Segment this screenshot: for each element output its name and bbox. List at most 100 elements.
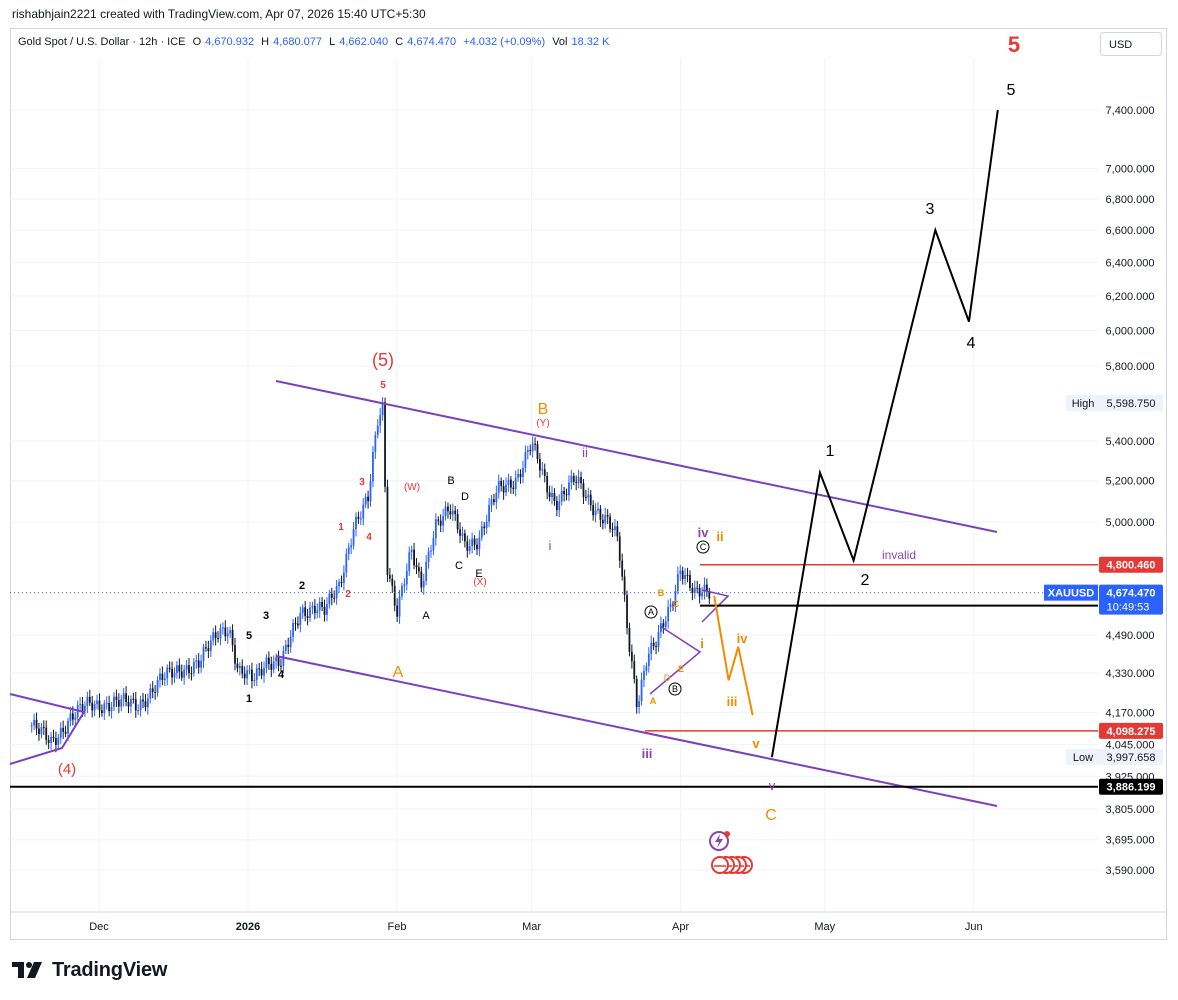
candle-body — [630, 651, 633, 662]
wave-annotations: (5)5(4)3142(W)(X)(Y)ABC51234512345ABCDEi… — [58, 32, 1020, 824]
legend-close-label: C — [395, 36, 404, 48]
wave-label: 5 — [1008, 32, 1020, 57]
candle-body — [640, 679, 643, 702]
legend-volume-label: Vol — [552, 36, 568, 48]
currency-button[interactable]: USD — [1100, 32, 1162, 56]
wave-label: i — [700, 636, 704, 651]
price-tick-label: 5,200.000 — [1106, 476, 1155, 488]
time-axis: Dec 2026 Feb Mar Apr May Jun — [89, 921, 982, 933]
high-tag-bg — [1066, 395, 1100, 412]
wave-label-circle — [696, 540, 710, 554]
low-value: 3,997.658 — [1107, 752, 1156, 764]
candle-body — [543, 469, 546, 476]
candle-body — [686, 574, 689, 576]
wave-label: 2 — [345, 589, 351, 600]
candle-body — [292, 623, 294, 637]
projection-orange — [713, 595, 754, 716]
wave-label: A — [650, 696, 657, 706]
candle-body — [606, 515, 609, 517]
candle-body — [451, 510, 454, 515]
candle-body — [437, 519, 440, 521]
candle-body — [546, 475, 549, 493]
candle-body — [703, 584, 706, 593]
candle-body — [422, 580, 425, 588]
wave-label: B — [672, 684, 678, 694]
candle-body — [171, 668, 173, 678]
candle-body — [260, 669, 263, 676]
event-dot-icon — [724, 831, 730, 837]
wave-label: (Y) — [536, 418, 549, 429]
wave-label: 2 — [861, 572, 870, 589]
candle-body — [84, 705, 86, 712]
candle-body — [180, 671, 183, 678]
candle-body — [490, 499, 493, 505]
wave-label: 5 — [246, 630, 252, 642]
wave-label: C — [700, 542, 707, 552]
wave-label-circle — [668, 682, 682, 696]
candle-body — [364, 496, 367, 505]
candle-body — [655, 646, 657, 648]
candle-body — [473, 538, 476, 545]
candle-body — [604, 515, 607, 524]
candle-body — [272, 661, 275, 670]
candle-body — [471, 538, 474, 547]
candles — [30, 397, 711, 753]
wave-label: 1 — [826, 443, 835, 460]
chart-legend: Gold Spot / U.S. Dollar · 12h · ICE O 4,6… — [18, 36, 613, 48]
legend-low-label: L — [329, 36, 336, 48]
candle-body — [134, 699, 137, 711]
tradingview-logo[interactable]: TradingView — [12, 958, 167, 982]
wave-label: C — [673, 599, 680, 609]
candle-body — [299, 612, 302, 626]
candle-body — [432, 538, 435, 551]
candle-body — [294, 623, 297, 625]
price-tick-label: 4,490.000 — [1106, 630, 1155, 642]
candle-body — [340, 582, 343, 584]
candle-body — [701, 592, 703, 597]
candle-body — [577, 477, 580, 483]
wave-label: 5 — [1007, 82, 1016, 99]
candle-body — [280, 665, 282, 667]
candle-body — [693, 587, 696, 593]
candle-body — [705, 584, 708, 592]
candle-body — [113, 696, 115, 708]
lightning-bolt-icon — [715, 834, 723, 848]
candle-body — [621, 560, 624, 577]
candle-body — [69, 713, 72, 722]
candle-body — [684, 574, 687, 580]
candle-body — [166, 667, 169, 679]
chart-grid — [10, 58, 1167, 913]
candle-body — [572, 475, 575, 482]
candle-body — [127, 701, 130, 707]
wave-label: iv — [698, 525, 710, 540]
candle-body — [103, 703, 106, 714]
candle-body — [388, 574, 391, 579]
candle-body — [430, 550, 432, 552]
candle-body — [614, 526, 616, 531]
candle-body — [185, 665, 188, 670]
candle-body — [168, 667, 171, 669]
candle-body — [509, 479, 512, 488]
candle-body — [91, 702, 94, 711]
wave-label: 4 — [967, 335, 976, 352]
candle-body — [355, 516, 357, 530]
candle-body — [488, 504, 490, 522]
last-price-bg — [1099, 584, 1163, 615]
candle-body — [393, 585, 396, 606]
candle-body — [616, 526, 619, 537]
candle-body — [396, 605, 399, 617]
candle-body — [485, 521, 488, 529]
wave-label: i — [549, 538, 552, 553]
candle-body — [359, 518, 362, 520]
candle-body — [221, 627, 224, 629]
badge-level-red-top-bg — [1099, 556, 1163, 573]
wave-label: C — [765, 807, 777, 824]
candle-body — [495, 492, 498, 503]
candle-body — [81, 704, 84, 712]
price-tick-label: 6,800.000 — [1106, 194, 1155, 206]
wave-label: B — [447, 475, 454, 487]
candle-body — [132, 698, 135, 700]
candle-body — [130, 698, 132, 707]
candle-body — [311, 605, 314, 608]
